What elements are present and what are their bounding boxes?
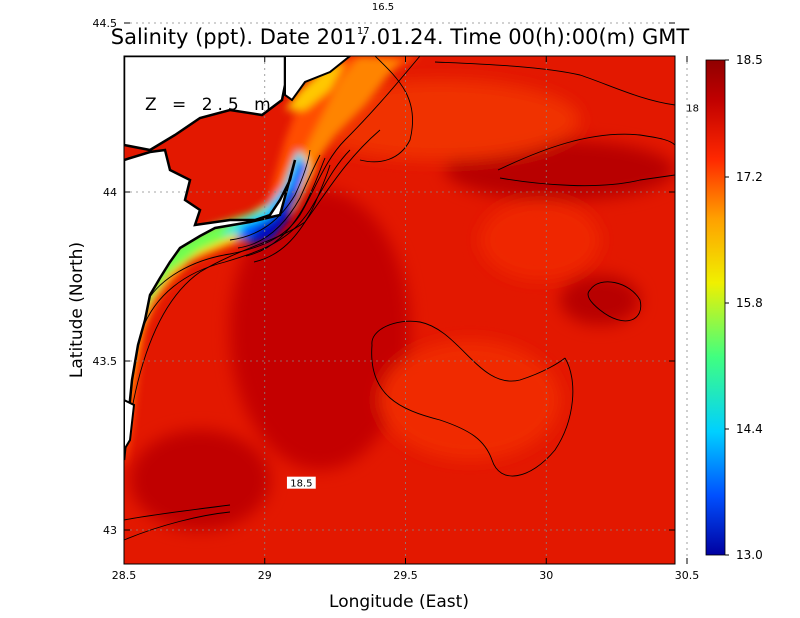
y-tick-label: 44.5	[93, 17, 118, 30]
heatmap-field	[124, 56, 675, 564]
contour-label: 16.5	[372, 2, 394, 13]
depth-annotation: Z = 2.5 m	[145, 95, 276, 115]
contour-labels: 181717.5181818.518.515.516.517181818.5	[286, 0, 701, 490]
x-axis-label: Longitude (East)	[329, 592, 469, 612]
contour-label: 18	[686, 104, 699, 115]
colorbar-ticks: 13.0 14.4 15.8 17.2 18.5	[725, 53, 763, 562]
y-tick-label: 44	[103, 186, 117, 199]
colorbar	[705, 59, 726, 556]
colorbar-tick-label: 18.5	[736, 53, 763, 67]
y-tick-label: 43	[103, 524, 117, 537]
x-tick-label: 30	[539, 569, 553, 582]
plot-frame	[123, 55, 676, 565]
y-tick-label: 43.5	[93, 355, 118, 368]
contour-label-box	[368, 0, 398, 13]
coastline-land	[124, 56, 352, 461]
contour-label-box	[684, 101, 701, 114]
colorbar-tick-label: 15.8	[736, 296, 763, 310]
x-tick-label: 29	[258, 569, 272, 582]
contour-label: 17	[357, 26, 370, 37]
x-tick-label: 30.5	[675, 569, 700, 582]
contour-lines	[124, 56, 675, 541]
grid-lines	[124, 22, 688, 564]
contour-label: 18.5	[290, 479, 312, 490]
colorbar-tick-label: 17.2	[736, 170, 763, 184]
x-tick-label: 28.5	[112, 569, 137, 582]
contour-label-box	[286, 476, 316, 489]
contour-label-box	[355, 23, 372, 36]
y-axis-label: Latitude (North)	[67, 242, 87, 378]
colorbar-tick-label: 14.4	[736, 422, 763, 436]
x-tick-label: 29.5	[393, 569, 418, 582]
colorbar-tick-label: 13.0	[736, 548, 763, 562]
chart-title: Salinity (ppt). Date 2017.01.24. Time 00…	[111, 25, 690, 49]
